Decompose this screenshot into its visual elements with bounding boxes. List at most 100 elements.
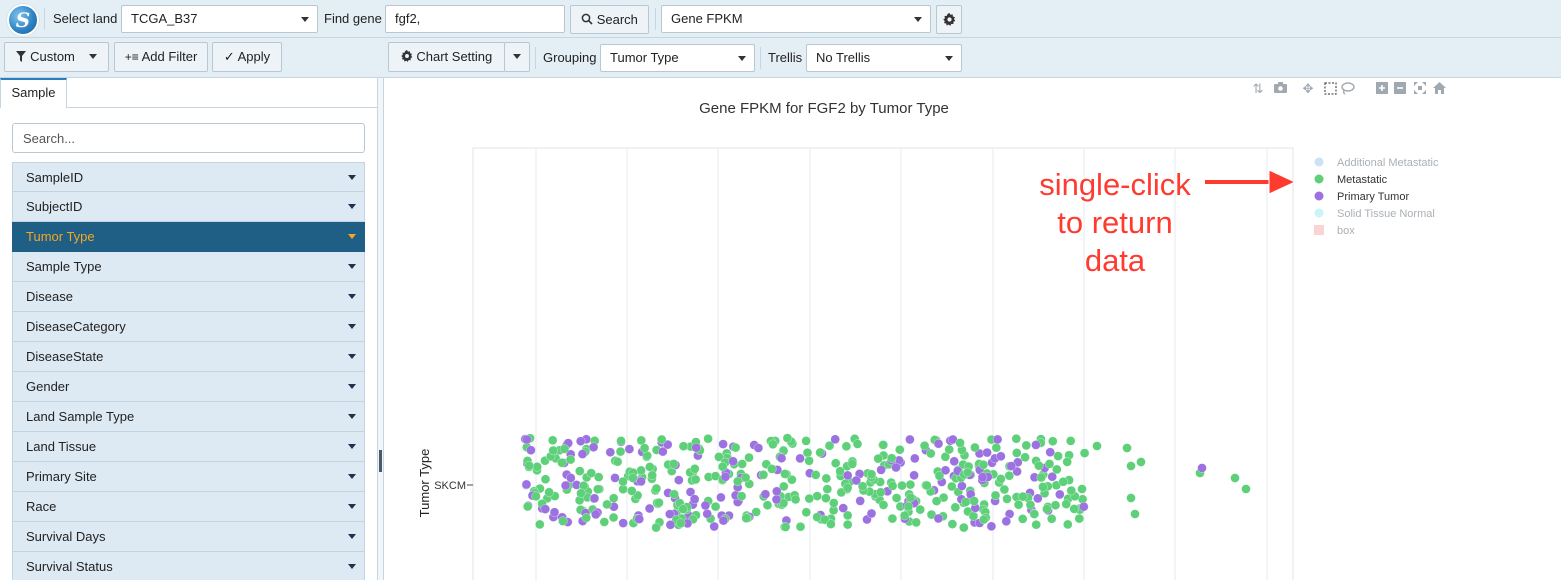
chevron-down-icon[interactable] [348, 384, 356, 389]
data-point[interactable] [602, 499, 612, 510]
chevron-down-icon[interactable] [348, 324, 356, 329]
data-point[interactable] [926, 448, 936, 459]
box-select-icon[interactable] [1323, 82, 1337, 96]
data-point[interactable] [960, 497, 971, 507]
data-point[interactable] [780, 522, 791, 532]
data-point[interactable] [645, 462, 655, 472]
sidebar-item-sampleid[interactable]: SampleID [12, 162, 365, 192]
chevron-down-icon[interactable] [348, 564, 356, 569]
data-point[interactable] [895, 444, 905, 455]
data-point[interactable] [665, 520, 676, 530]
data-point[interactable] [909, 470, 919, 481]
data-point[interactable] [911, 517, 921, 528]
data-point[interactable] [999, 484, 1010, 495]
data-point[interactable] [801, 436, 811, 446]
data-point[interactable] [982, 447, 992, 458]
data-point[interactable] [737, 459, 747, 469]
autoscale-icon[interactable] [1413, 82, 1427, 96]
data-point[interactable] [762, 500, 773, 510]
data-point[interactable] [599, 517, 610, 527]
data-point[interactable] [628, 473, 638, 483]
data-point[interactable] [728, 456, 738, 467]
data-point[interactable] [1058, 477, 1068, 487]
data-point[interactable] [1055, 489, 1065, 500]
legend-item-additional-metastatic[interactable]: Additional Metastatic [1314, 157, 1439, 169]
data-point[interactable] [795, 521, 806, 532]
data-point[interactable] [1197, 463, 1207, 473]
data-point[interactable] [532, 462, 542, 472]
data-point[interactable] [1062, 457, 1072, 467]
zoom-in-icon[interactable] [1375, 82, 1389, 96]
data-point[interactable] [835, 466, 845, 476]
data-point[interactable] [732, 476, 743, 487]
data-point[interactable] [979, 514, 989, 525]
legend-item-primary-tumor[interactable]: Primary Tumor [1314, 191, 1410, 203]
data-point[interactable] [947, 481, 957, 492]
data-point[interactable] [540, 504, 551, 514]
data-point[interactable] [547, 435, 558, 446]
data-point[interactable] [1230, 473, 1240, 483]
data-point[interactable] [558, 516, 568, 526]
data-point[interactable] [702, 509, 712, 519]
data-point[interactable] [915, 504, 925, 515]
data-point[interactable] [873, 453, 883, 464]
data-point[interactable] [1077, 484, 1087, 494]
sidebar-item-gender[interactable]: Gender [12, 372, 365, 402]
data-point[interactable] [821, 473, 832, 484]
data-point[interactable] [647, 470, 657, 481]
data-point[interactable] [575, 466, 585, 476]
sidebar-item-race[interactable]: Race [12, 492, 365, 522]
data-point[interactable] [636, 476, 646, 487]
data-point[interactable] [588, 442, 599, 452]
data-point[interactable] [758, 470, 769, 480]
data-point[interactable] [1013, 499, 1024, 510]
data-point[interactable] [1079, 501, 1089, 512]
data-point[interactable] [612, 456, 623, 467]
data-point[interactable] [1048, 436, 1058, 446]
data-point[interactable] [605, 447, 616, 457]
data-point[interactable] [1017, 514, 1028, 524]
chevron-down-icon[interactable] [348, 264, 356, 269]
data-point[interactable] [1066, 485, 1077, 496]
data-point[interactable] [1020, 452, 1030, 463]
data-point[interactable] [887, 513, 898, 524]
data-point[interactable] [990, 490, 1001, 501]
data-point[interactable] [1047, 471, 1057, 482]
data-point[interactable] [639, 443, 650, 453]
data-point[interactable] [905, 492, 916, 503]
data-point[interactable] [897, 480, 907, 491]
data-point[interactable] [996, 474, 1006, 484]
sidebar-item-primary-site[interactable]: Primary Site [12, 462, 365, 492]
data-point[interactable] [986, 521, 997, 532]
data-point[interactable] [1069, 504, 1079, 514]
data-point[interactable] [855, 496, 865, 506]
lasso-select-icon[interactable] [1341, 82, 1355, 96]
data-point[interactable] [651, 522, 661, 533]
data-point[interactable] [969, 496, 979, 506]
measure-select[interactable]: Gene FPKM [661, 5, 931, 33]
data-point[interactable] [1018, 491, 1028, 502]
data-point[interactable] [586, 468, 596, 478]
data-point[interactable] [753, 443, 764, 453]
legend-item-box[interactable]: box [1314, 225, 1355, 237]
chevron-down-icon[interactable] [348, 504, 356, 509]
data-point[interactable] [718, 515, 729, 526]
settings-button[interactable] [936, 5, 962, 34]
data-point[interactable] [957, 481, 967, 491]
data-point[interactable] [618, 518, 628, 528]
data-point[interactable] [744, 452, 754, 463]
data-point[interactable] [703, 433, 713, 444]
pan-icon[interactable]: ✥ [1302, 81, 1314, 96]
data-point[interactable] [830, 458, 841, 468]
add-filter-button[interactable]: +≡ Add Filter [114, 42, 208, 72]
data-point[interactable] [1001, 516, 1012, 527]
zoom-out-icon[interactable] [1393, 82, 1407, 96]
data-point[interactable] [700, 500, 711, 511]
data-point[interactable] [720, 472, 731, 482]
sidebar-item-survival-status[interactable]: Survival Status [12, 552, 365, 580]
data-point[interactable] [934, 471, 945, 481]
data-point[interactable] [690, 464, 700, 474]
data-point[interactable] [1033, 493, 1043, 504]
data-point[interactable] [690, 474, 701, 485]
data-point[interactable] [922, 480, 932, 491]
